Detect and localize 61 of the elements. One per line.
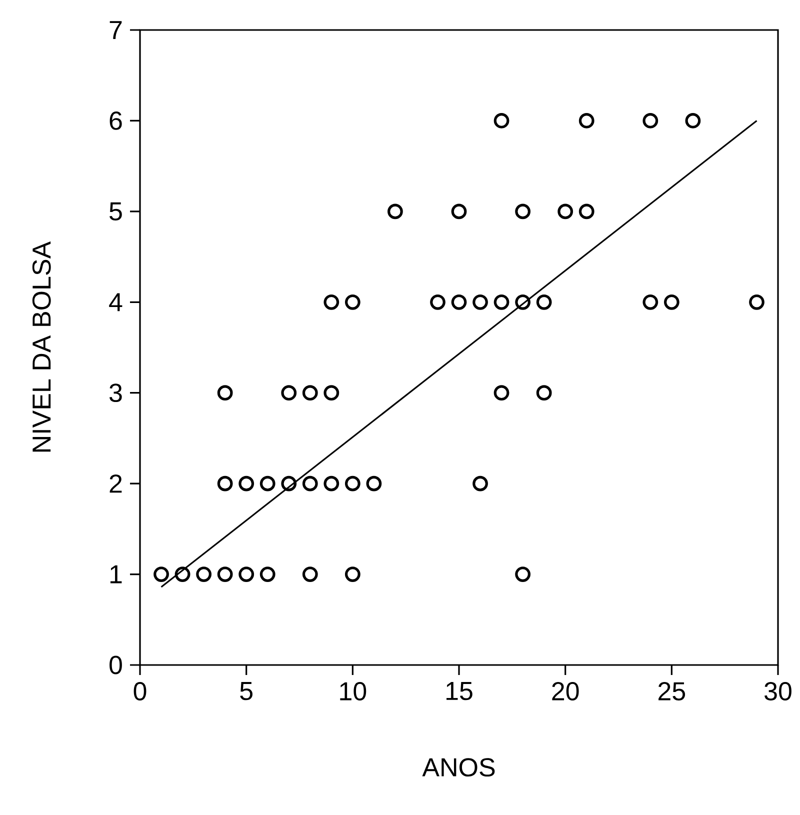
- point: [174, 566, 190, 582]
- point: [515, 204, 530, 220]
- y-tick-label: 4: [109, 293, 122, 312]
- y-tick-label: 0: [110, 656, 122, 674]
- y-tick-label: 3: [110, 384, 122, 402]
- x-tick-label: 20: [552, 682, 579, 700]
- point: [260, 476, 276, 492]
- point: [154, 566, 169, 582]
- point: [685, 113, 701, 128]
- point: [344, 476, 360, 492]
- point: [451, 294, 467, 310]
- point: [217, 566, 233, 582]
- point: [515, 566, 530, 582]
- point: [749, 294, 764, 310]
- y-tick-label: 6: [110, 112, 122, 130]
- point: [217, 385, 233, 401]
- x-tick-label: 10: [340, 682, 366, 700]
- point: [281, 385, 297, 401]
- point: [196, 566, 212, 582]
- point: [642, 113, 658, 128]
- point: [472, 294, 488, 310]
- point: [366, 476, 382, 492]
- x-tick-label: 25: [658, 682, 686, 700]
- point: [494, 113, 510, 128]
- x-tick-label: 15: [446, 682, 472, 700]
- x-tick-label: 5: [240, 682, 252, 700]
- point: [430, 294, 446, 310]
- point: [324, 476, 340, 492]
- point: [494, 385, 510, 401]
- point: [324, 294, 340, 310]
- point: [664, 294, 680, 310]
- point: [451, 204, 467, 220]
- point: [578, 113, 594, 128]
- point: [217, 476, 233, 492]
- x-axis-title: ANOS: [422, 758, 495, 777]
- point: [302, 566, 318, 582]
- point: [302, 385, 318, 401]
- y-axis-title: NIVEL DA BOLSA: [32, 241, 51, 452]
- point: [578, 204, 594, 220]
- point: [472, 476, 488, 492]
- point: [494, 294, 510, 310]
- point: [536, 385, 552, 401]
- x-tick-label: 30: [764, 682, 792, 700]
- point: [281, 476, 297, 492]
- point: [515, 294, 530, 310]
- point: [642, 294, 658, 310]
- point: [302, 476, 318, 492]
- point: [558, 204, 574, 220]
- x-tick-label: 0: [134, 682, 146, 700]
- point: [260, 566, 276, 582]
- y-tick-label: 5: [110, 202, 122, 220]
- y-tick-label: 7: [110, 21, 122, 39]
- point: [238, 566, 254, 582]
- point: [238, 476, 254, 492]
- point: [536, 294, 552, 310]
- y-tick-label: 2: [110, 474, 122, 493]
- point: [324, 385, 340, 401]
- point: [388, 204, 403, 220]
- y-tick-label: 1: [110, 565, 122, 584]
- point: [344, 566, 360, 582]
- point: [344, 294, 360, 310]
